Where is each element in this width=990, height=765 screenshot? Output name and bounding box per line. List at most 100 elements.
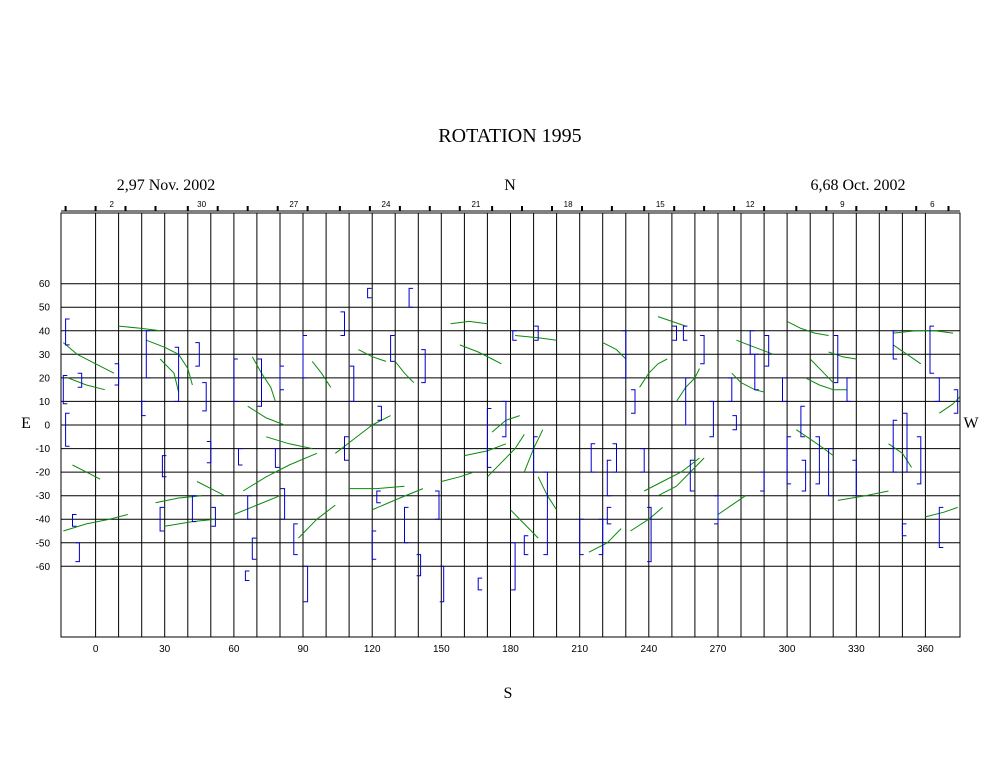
bracket [206, 441, 212, 464]
latitude-tick-label: -20 [36, 468, 51, 479]
bracket [764, 335, 770, 367]
bracket [916, 436, 922, 485]
bracket [77, 372, 83, 388]
bracket [727, 377, 733, 402]
filament [62, 342, 115, 374]
longitude-tick-label: 210 [571, 644, 588, 655]
bracket [523, 535, 529, 556]
bracket [782, 377, 787, 402]
bracket [145, 330, 151, 379]
filament [888, 443, 913, 468]
bracket [579, 518, 584, 556]
latitude-tick-label: 40 [39, 326, 51, 337]
bracket [161, 455, 167, 478]
bracket [801, 459, 807, 492]
bracket [257, 358, 262, 407]
bracket [512, 330, 517, 341]
bracket [238, 448, 243, 466]
bracket [511, 542, 516, 591]
latitude-tick-label: 50 [39, 303, 51, 314]
bracket [202, 382, 207, 412]
bracket [75, 542, 80, 563]
filament [63, 514, 128, 532]
longitude-tick-label: 150 [433, 644, 450, 655]
filament [717, 495, 746, 515]
filament [196, 481, 225, 497]
filament [164, 518, 216, 527]
bracket [672, 325, 677, 341]
bracket [534, 325, 539, 341]
filament [510, 509, 539, 539]
bracket [65, 412, 70, 447]
bracket [340, 311, 345, 336]
day-label: 6 [930, 200, 935, 209]
bracket [439, 565, 445, 603]
bracket [390, 335, 395, 362]
filament [731, 372, 765, 393]
bracket [251, 537, 257, 560]
bracket [477, 577, 483, 591]
latitude-tick-label: 60 [39, 279, 51, 290]
bracket [533, 436, 538, 473]
bracket [760, 471, 765, 492]
bracket [211, 506, 216, 527]
bracket [714, 495, 719, 525]
bracket [953, 389, 959, 414]
bracket [280, 488, 286, 520]
bracket [682, 325, 688, 341]
latitude-tick-label: 30 [39, 350, 51, 361]
latitude-tick-label: 0 [44, 421, 50, 432]
bracket [631, 389, 636, 414]
latitude-tick-label: -10 [36, 444, 51, 455]
filament [298, 504, 336, 539]
filament-layer [62, 316, 961, 553]
bracket [344, 436, 349, 461]
bracket [279, 365, 284, 391]
bracket [376, 490, 381, 504]
filament [657, 316, 686, 327]
bracket [754, 353, 759, 391]
filament [450, 320, 488, 325]
plot-frame [60, 212, 961, 638]
latitude-tick-label: -50 [36, 538, 51, 549]
bracket [303, 565, 309, 603]
bracket [833, 335, 839, 384]
bracket [709, 400, 714, 438]
filament [657, 457, 705, 497]
bracket [141, 400, 146, 417]
bracket [590, 443, 596, 473]
filament [588, 528, 622, 553]
bracket [195, 342, 200, 367]
filament [796, 429, 834, 456]
south-label: S [504, 685, 513, 702]
bracket [233, 358, 238, 402]
filament [251, 356, 276, 402]
bracket [416, 554, 422, 577]
north-label: N [504, 177, 516, 194]
filament [372, 488, 424, 511]
bracket [421, 349, 426, 384]
longitude-tick-label: 300 [779, 644, 796, 655]
latitude-tick-label: 20 [39, 373, 51, 384]
filament [809, 358, 834, 383]
longitude-tick-label: 120 [364, 644, 381, 655]
bracket [65, 318, 70, 346]
west-label: W [963, 415, 979, 432]
bracket [244, 570, 250, 581]
bracket [749, 330, 755, 355]
filament [67, 377, 105, 391]
bracket [114, 363, 120, 386]
end-date-label: 6,68 Oct. 2002 [810, 177, 905, 194]
bracket [371, 530, 377, 560]
bracket [62, 375, 68, 405]
bracket [612, 443, 617, 473]
bracket [828, 448, 833, 497]
bracket [800, 405, 805, 438]
bracket [892, 419, 898, 473]
bracket [302, 335, 307, 379]
filament [639, 358, 668, 388]
bracket [435, 490, 440, 520]
bracket [174, 346, 180, 402]
filament [311, 361, 332, 388]
filament [459, 344, 502, 365]
